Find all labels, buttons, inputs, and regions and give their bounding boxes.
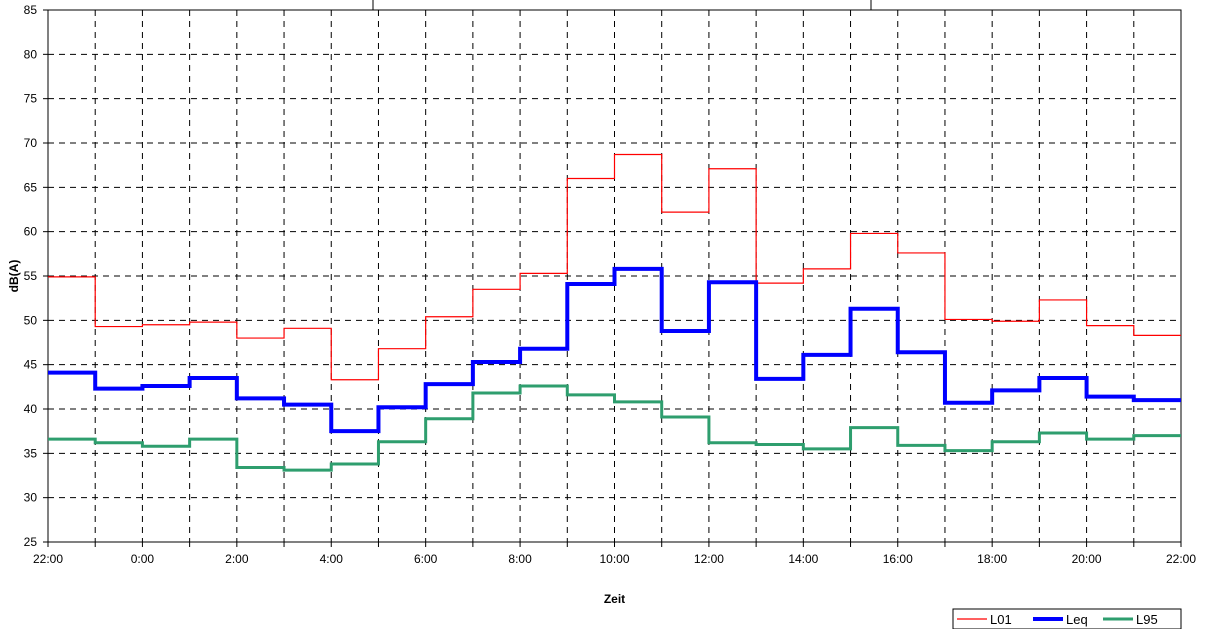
y-tick-label: 70 — [24, 136, 38, 150]
x-tick-label: 12:00 — [694, 552, 724, 566]
y-tick-label: 35 — [24, 446, 38, 460]
x-axis: 22:00 0:00 2:00 4:00 6:00 8:00 10:00 12:00 14:00… — [33, 542, 1196, 566]
x-tick-label: 16:00 — [883, 552, 913, 566]
x-tick-label: 2:00 — [225, 552, 249, 566]
series-line-l01 — [48, 153, 1181, 381]
x-tick-label: 10:00 — [599, 552, 629, 566]
x-tick-label: 22:00 — [33, 552, 63, 566]
x-tick-label: 14:00 — [788, 552, 818, 566]
x-tick-label: 18:00 — [977, 552, 1007, 566]
series-group — [48, 153, 1181, 472]
x-tick-label: 6:00 — [414, 552, 438, 566]
y-tick-label: 85 — [24, 3, 38, 17]
y-tick-label: 65 — [24, 180, 38, 194]
legend-box — [952, 608, 1182, 629]
y-tick-label: 80 — [24, 47, 38, 61]
legend: L01 Leq L95 — [952, 608, 1182, 629]
y-tick-label: 60 — [24, 225, 38, 239]
y-axis-label: dB(A) — [7, 260, 21, 293]
x-axis-label: Zeit — [604, 592, 625, 606]
y-tick-label: 45 — [24, 358, 38, 372]
y-tick-label: 50 — [24, 313, 38, 327]
x-tick-label: 4:00 — [320, 552, 344, 566]
y-tick-label: 25 — [24, 535, 38, 549]
x-tick-label: 22:00 — [1166, 552, 1196, 566]
y-tick-label: 30 — [24, 491, 38, 505]
series-line-leq — [48, 266, 1181, 434]
legend-label-leq: Leq — [1066, 612, 1088, 627]
y-tick-label: 55 — [24, 269, 38, 283]
x-tick-label: 0:00 — [131, 552, 155, 566]
x-tick-label: 20:00 — [1072, 552, 1102, 566]
y-tick-label: 75 — [24, 92, 38, 106]
y-tick-label: 40 — [24, 402, 38, 416]
legend-label-l01: L01 — [990, 612, 1012, 627]
legend-label-l95: L95 — [1136, 612, 1158, 627]
title-box — [372, 0, 872, 11]
series-line-l95 — [48, 384, 1181, 472]
y-axis: 25 30 35 40 45 50 55 60 65 70 75 80 85 — [24, 3, 48, 549]
x-tick-label: 8:00 — [508, 552, 532, 566]
